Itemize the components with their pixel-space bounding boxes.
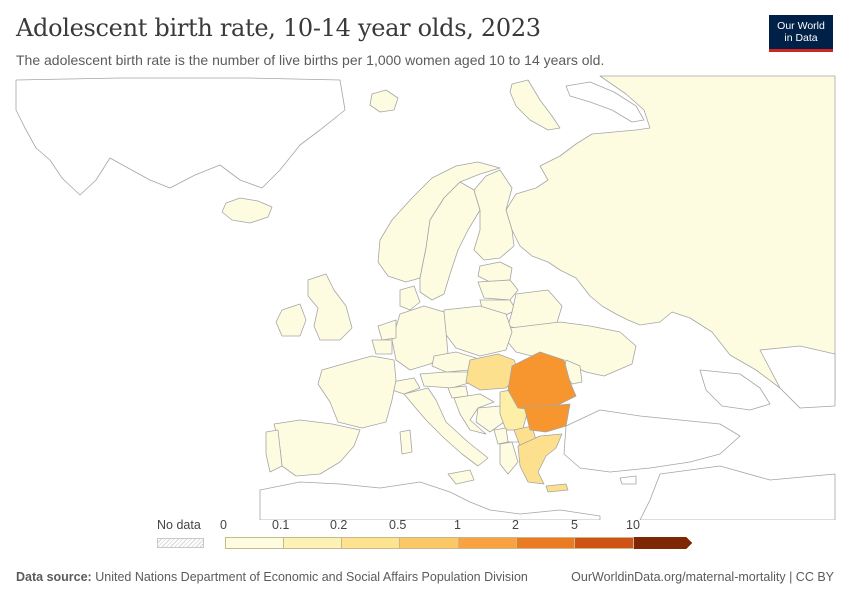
- caucasus[interactable]: [699, 369, 771, 411]
- montenegro[interactable]: [493, 427, 509, 445]
- legend-no-data-swatch[interactable]: [157, 538, 204, 548]
- iceland[interactable]: [221, 197, 273, 224]
- poland[interactable]: [443, 305, 513, 357]
- romania[interactable]: [507, 351, 577, 411]
- logo-line-2: in Data: [784, 32, 818, 44]
- legend-bin-0-2-to-0-5[interactable]: [342, 537, 400, 549]
- albania[interactable]: [499, 441, 519, 475]
- denmark[interactable]: [399, 285, 421, 311]
- legend-no-data-label: No data: [157, 518, 201, 532]
- sardinia[interactable]: [399, 429, 413, 455]
- owid-logo[interactable]: Our World in Data: [769, 15, 833, 52]
- middle-east[interactable]: [639, 465, 836, 520]
- legend-tick-0: 0: [220, 518, 227, 532]
- latvia[interactable]: [477, 279, 519, 301]
- svalbard[interactable]: [369, 89, 399, 113]
- legend-bin-0-5-to-1[interactable]: [400, 537, 459, 549]
- logo-line-1: Our World: [777, 20, 825, 32]
- sweden[interactable]: [419, 181, 481, 301]
- spain[interactable]: [273, 419, 361, 477]
- finland[interactable]: [473, 169, 515, 261]
- crete[interactable]: [545, 483, 569, 493]
- belgium[interactable]: [371, 339, 393, 355]
- chart-subtitle: The adolescent birth rate is the number …: [16, 52, 605, 68]
- data-source-text: United Nations Department of Economic an…: [95, 570, 528, 584]
- legend-bin-1-to-2[interactable]: [459, 537, 517, 549]
- turkey[interactable]: [563, 409, 741, 473]
- united-kingdom[interactable]: [307, 273, 353, 341]
- caspian-region[interactable]: [759, 345, 836, 409]
- estonia[interactable]: [477, 261, 513, 283]
- chart-title: Adolescent birth rate, 10-14 year olds, …: [16, 14, 541, 42]
- legend-tick-5: 5: [571, 518, 578, 532]
- greece[interactable]: [517, 433, 563, 485]
- europe-map[interactable]: [0, 70, 850, 520]
- map-legend: No data 0 0.1 0.2 0.5 1 2 5 10: [0, 515, 850, 555]
- arctic-island[interactable]: [565, 81, 645, 123]
- legend-bin-10-plus[interactable]: [634, 537, 694, 549]
- map-area[interactable]: [0, 70, 850, 520]
- north-africa[interactable]: [259, 481, 601, 520]
- legend-tick-0-5: 0.5: [389, 518, 407, 532]
- legend-bin-5-to-10[interactable]: [575, 537, 634, 549]
- netherlands[interactable]: [377, 319, 397, 341]
- sicily[interactable]: [447, 469, 475, 485]
- cyprus[interactable]: [619, 475, 637, 485]
- footer-url-license[interactable]: OurWorldinData.org/maternal-mortality | …: [571, 570, 834, 584]
- ukraine[interactable]: [505, 321, 637, 377]
- portugal[interactable]: [265, 429, 283, 473]
- greenland[interactable]: [15, 77, 346, 196]
- ireland[interactable]: [275, 303, 307, 337]
- legend-tick-2: 2: [512, 518, 519, 532]
- russia[interactable]: [505, 75, 836, 409]
- austria[interactable]: [419, 371, 473, 389]
- croatia[interactable]: [453, 393, 495, 435]
- legend-tick-0-2: 0.2: [330, 518, 348, 532]
- data-source-label: Data source:: [16, 570, 92, 584]
- data-source: Data source: United Nations Department o…: [16, 570, 528, 584]
- france[interactable]: [317, 355, 397, 429]
- italy[interactable]: [403, 387, 489, 467]
- hungary[interactable]: [465, 353, 521, 391]
- legend-bin-0-1-to-0-2[interactable]: [284, 537, 342, 549]
- legend-tick-10: 10: [626, 518, 640, 532]
- bulgaria[interactable]: [523, 403, 571, 433]
- bosnia[interactable]: [475, 405, 505, 433]
- legend-bin-0-to-0-1[interactable]: [225, 537, 284, 549]
- legend-bin-2-to-5[interactable]: [517, 537, 575, 549]
- legend-tick-0-1: 0.1: [272, 518, 290, 532]
- legend-tick-1: 1: [454, 518, 461, 532]
- novaya-zemlya[interactable]: [509, 79, 561, 131]
